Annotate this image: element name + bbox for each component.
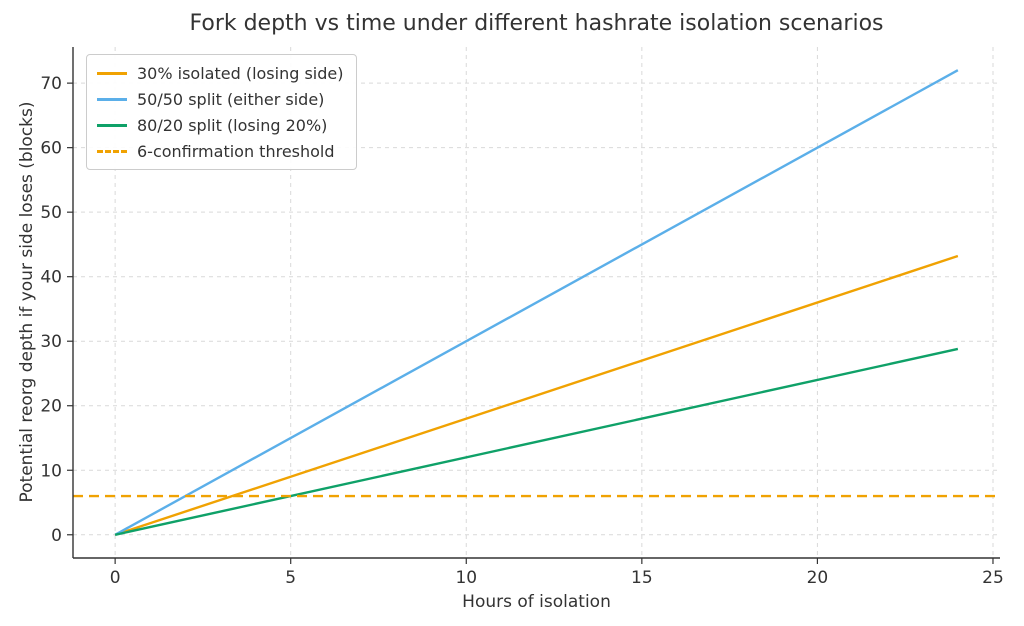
x-tick-label: 5 (285, 568, 296, 588)
series-line-0 (114, 254, 959, 536)
y-axis-label: Potential reorg depth if your side loses… (17, 101, 37, 503)
x-tick-label: 20 (807, 568, 829, 588)
legend-item-0: 30% isolated (losing side) (97, 63, 344, 83)
legend-swatch-solid-line-icon (97, 71, 127, 75)
tick-labels: 0 5 10 15 20 25 0 10 20 30 40 50 60 70 (40, 74, 1003, 588)
series-lines (73, 69, 1000, 536)
legend-swatch-dashed-line-icon (97, 149, 127, 153)
x-tick-label: 15 (631, 568, 653, 588)
legend-item-1: 50/50 split (either side) (97, 89, 344, 109)
legend-label: 30% isolated (losing side) (137, 63, 344, 83)
y-tick-label: 10 (40, 461, 62, 481)
legend-swatch-solid-line-icon (97, 97, 127, 101)
y-tick-label: 30 (40, 332, 62, 352)
axes-spines (72, 47, 1000, 559)
legend-item-3: 6-confirmation threshold (97, 141, 344, 161)
x-tick-label: 25 (982, 568, 1004, 588)
legend-label: 50/50 split (either side) (137, 89, 325, 109)
legend-label: 80/20 split (losing 20%) (137, 115, 328, 135)
y-tick-label: 40 (40, 268, 62, 288)
series-line-1 (114, 69, 959, 536)
series-line-2 (114, 347, 959, 536)
y-tick-label: 50 (40, 203, 62, 223)
y-tick-label: 60 (40, 139, 62, 159)
axis-ticks (67, 82, 994, 564)
y-tick-label: 0 (51, 526, 62, 546)
x-tick-label: 10 (455, 568, 477, 588)
legend-label: 6-confirmation threshold (137, 141, 335, 161)
chart-title: Fork depth vs time under different hashr… (189, 11, 884, 36)
legend-item-2: 80/20 split (losing 20%) (97, 115, 344, 135)
x-axis-label: Hours of isolation (462, 592, 611, 612)
legend-swatch-solid-line-icon (97, 123, 127, 127)
legend: 30% isolated (losing side) 50/50 split (e… (86, 54, 357, 170)
y-tick-label: 70 (40, 74, 62, 94)
x-tick-label: 0 (110, 568, 121, 588)
y-tick-label: 20 (40, 397, 62, 417)
